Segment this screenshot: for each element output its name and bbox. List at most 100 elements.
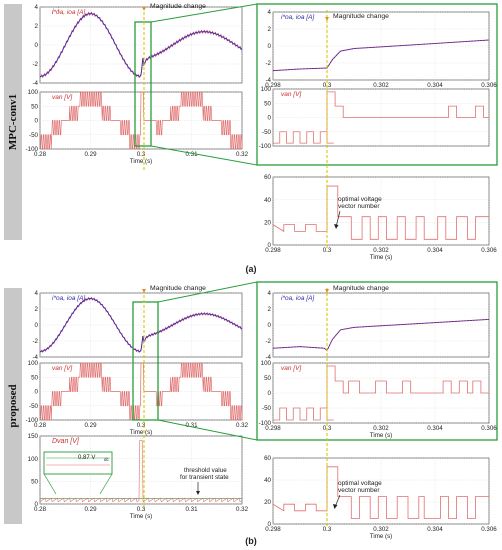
y-tick-label: 2 [35,306,39,313]
y-axis-label-extra: i [58,8,60,15]
x-tick-label: 0.304 [427,425,443,432]
x-tick-label: 0.302 [373,526,389,533]
plot-frame [272,457,490,525]
x-tick-label: 0.3 [137,151,146,158]
y-tick-label: 0 [35,118,39,125]
arrow-icon [325,17,329,21]
zoom-connector [150,3,258,23]
y-tick-label: 50 [31,374,38,381]
annotation-threshold: threshold value [184,467,227,474]
annotation-threshold: for transient state [180,474,229,481]
y-axis-label: i*oa, ioa [A] [281,295,314,302]
y-tick-label: 100 [28,360,39,367]
x-axis-label: Time (s) [370,533,392,540]
x-tick-label: 0.298 [265,247,281,254]
annotation-optimal-vector: vector number [338,203,380,210]
y-tick-label: -4 [265,354,271,361]
y-tick-label: 0 [268,242,272,249]
y-tick-label: 0 [35,42,39,49]
x-tick-label: 0.304 [427,526,443,533]
y-tick-label: -2 [265,338,271,345]
arrow-icon [334,224,339,229]
arrow-icon [325,289,329,293]
x-tick-label: 0.31 [185,422,198,429]
caption-b: (b) [245,536,257,546]
y-tick-label: 0 [268,521,272,528]
y-tick-label: -50 [262,405,272,412]
y-axis-label: van [V] [281,91,301,98]
y-tick-label: 50 [264,375,271,382]
y-tick-label: -100 [259,420,272,427]
y-tick-label: 4 [35,290,39,297]
annotation-optimal-vector: optimal voltage [338,196,382,203]
y-tick-label: 20 [264,220,271,227]
y-tick-label: 60 [264,174,271,181]
y-tick-label: 150 [28,433,39,440]
y-tick-label: 4 [268,290,272,297]
y-tick-label: 2 [35,23,39,30]
y-tick-label: 40 [264,477,271,484]
voltage-series-line [40,91,243,150]
voltage-series-line [273,365,489,421]
y-tick-label: -2 [32,338,38,345]
y-axis-label: i*oa, ioa [A] [281,14,314,21]
y-tick-label: -4 [32,80,38,87]
magnitude-change-label: Magnitude change [333,13,389,20]
y-axis-label: Dvan [V] [52,438,80,445]
x-tick-label: 0.298 [265,82,281,89]
x-tick-label: 0.29 [84,422,97,429]
reference-current-line [39,298,243,352]
y-tick-label: -50 [262,129,272,136]
voltage-series-line [40,362,243,421]
x-tick-label: 0.29 [84,151,97,158]
arrow-icon [196,491,200,495]
y-tick-label: 50 [31,479,38,486]
deviation-series-line [39,440,243,503]
y-tick-label: -100 [26,417,39,424]
zoom-box [134,21,152,147]
y-tick-label: 0 [35,501,39,508]
x-axis-label: Time (s) [130,429,152,436]
x-tick-label: 0.28 [34,151,47,158]
reference-current-line [272,39,490,71]
x-tick-label: 0.32 [236,151,249,158]
arrow-icon [142,289,146,293]
y-tick-label: 2 [268,26,272,33]
x-tick-label: 0.28 [34,506,47,513]
section-label-proposed: proposed [4,288,22,524]
y-axis-label: van [V] [52,365,72,372]
x-tick-label: 0.298 [265,425,281,432]
caption-a: (a) [246,264,257,274]
y-tick-label: 0 [35,389,39,396]
x-tick-label: 0.302 [373,82,389,89]
y-tick-label: 0 [268,390,272,397]
vector-series-line [272,185,489,240]
y-axis-label: van [V] [52,94,72,101]
y-tick-label: 20 [264,499,271,506]
y-tick-label: -50 [29,403,39,410]
inset-label: 0.87 V [78,455,95,461]
inset-connector [43,473,57,495]
annotation-optimal-vector: vector number [338,487,380,494]
y-axis-label: i*oa, ioa [A] [52,295,85,302]
x-tick-label: 0.306 [481,425,497,432]
inset-label-sub: dc [104,457,110,462]
y-tick-label: 0 [35,322,39,329]
y-axis-label: van [V] [281,365,301,372]
y-tick-label: 100 [261,360,272,367]
x-axis-label: Time (s) [130,158,152,165]
x-axis-label: Time (s) [370,254,392,261]
x-tick-label: 0.3 [323,247,332,254]
y-tick-label: 0 [268,115,272,122]
y-tick-label: 0 [268,43,272,50]
y-tick-label: 0 [268,322,272,329]
y-tick-label: -50 [29,132,39,139]
x-tick-label: 0.3 [137,506,146,513]
y-tick-label: 2 [268,306,272,313]
y-tick-label: -4 [32,354,38,361]
y-axis-label: i [52,9,54,16]
y-tick-label: -4 [265,77,271,84]
x-axis-label: Time (s) [130,513,152,520]
y-tick-label: -2 [32,61,38,68]
